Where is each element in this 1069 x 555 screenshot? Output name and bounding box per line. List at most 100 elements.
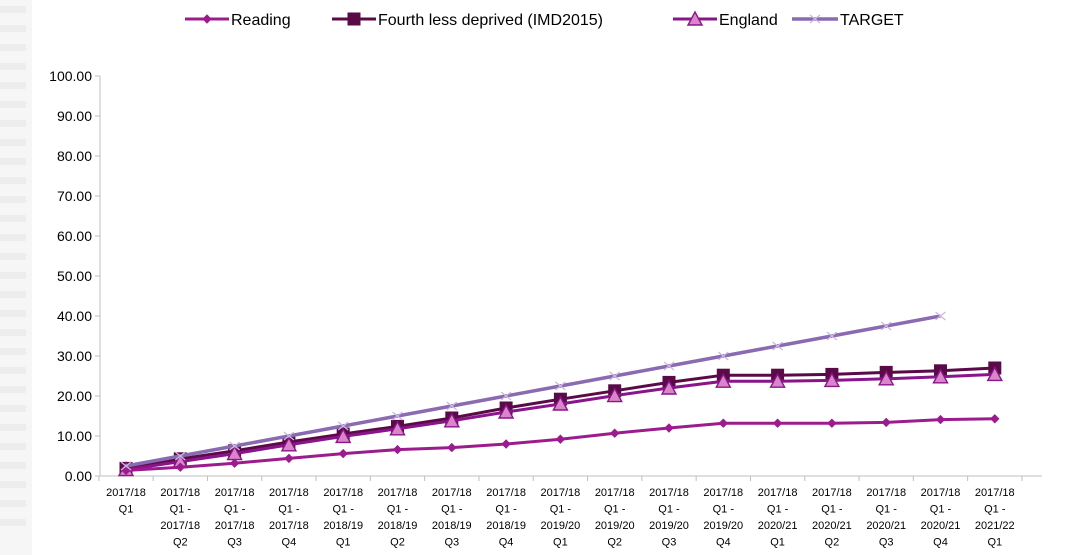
x-tick-label: 2017/18 Q1 -2017/18 Q4	[269, 487, 309, 549]
data-point	[715, 372, 732, 388]
data-point	[990, 414, 1000, 424]
legend-item: England	[673, 10, 778, 29]
legend-marker	[347, 12, 361, 26]
data-point	[718, 418, 729, 428]
series-england	[117, 365, 1003, 477]
y-tick-label: 30.00	[57, 348, 92, 364]
data-point	[664, 423, 674, 433]
left-strip-bar	[0, 120, 26, 127]
left-strip-bar	[0, 234, 26, 241]
x-tick-label: 2017/18 Q1 -2019/20 Q1	[541, 487, 581, 549]
left-strip-bar	[0, 481, 26, 488]
legend-label: Reading	[231, 12, 291, 29]
left-strip-bar	[0, 405, 26, 412]
left-strip-bar	[0, 348, 26, 355]
data-point	[609, 371, 621, 381]
left-strip-bar	[0, 82, 26, 89]
x-tick-label: 2017/18 Q1 -2021/22 Q1	[975, 487, 1015, 549]
x-tick-label: 2017/18 Q1 -2018/19 Q2	[378, 487, 418, 549]
left-strip-bar	[0, 462, 26, 469]
x-tick-label: 2017/18 Q1 -2018/19 Q4	[486, 487, 526, 549]
data-point	[447, 442, 457, 453]
left-strip-bar	[0, 386, 26, 393]
data-point	[389, 420, 406, 436]
left-strip-bar	[0, 443, 26, 450]
data-point	[443, 412, 460, 428]
x-tick-label: 2017/18 Q1 -2020/21 Q1	[758, 487, 798, 549]
y-tick-label: 40.00	[57, 308, 92, 324]
left-strip-bar	[0, 158, 26, 165]
data-point	[283, 431, 295, 441]
legend-marker	[686, 10, 704, 26]
data-point	[878, 370, 895, 386]
data-point	[935, 414, 946, 425]
data-point	[335, 427, 352, 444]
left-strip-bar	[0, 500, 26, 507]
left-strip-bar	[0, 519, 26, 526]
data-point	[880, 321, 892, 331]
y-tick-label: 10.00	[57, 428, 92, 444]
y-tick-label: 50.00	[57, 268, 92, 284]
data-point	[823, 371, 841, 388]
left-strip-bar	[0, 25, 26, 32]
y-tick-label: 80.00	[57, 148, 92, 164]
plot-area	[117, 311, 1003, 477]
data-point	[229, 441, 241, 451]
y-tick-label: 0.00	[65, 468, 92, 484]
y-tick-label: 20.00	[57, 388, 92, 404]
data-point	[609, 428, 620, 438]
left-strip-bar	[0, 215, 26, 222]
data-point	[337, 421, 349, 431]
data-point	[554, 381, 566, 391]
data-point	[175, 462, 186, 472]
left-strip-bar	[0, 253, 26, 260]
data-point	[986, 365, 1003, 382]
legend-item: Reading	[185, 12, 291, 29]
data-point	[660, 379, 678, 395]
axes: 0.00 10.00 20.00 30.00 40.00 50.00 60.00 70.00 8…	[49, 68, 1042, 549]
data-point	[500, 391, 512, 401]
x-tick-label: 2017/18 Q1 -2019/20 Q2	[595, 487, 635, 549]
left-decorative-strip	[0, 0, 32, 555]
x-tick-label: 2017/18 Q1 -2020/21 Q3	[866, 487, 906, 549]
x-tick-label: 2017/18 Q1 -2019/20 Q3	[649, 487, 689, 549]
x-tick-label: 2017/18 Q1 -2020/21 Q2	[812, 487, 852, 549]
x-tick-label: 2017/18 Q1 -2019/20 Q4	[703, 487, 743, 549]
y-tick-label: 70.00	[57, 188, 92, 204]
data-point	[827, 418, 837, 428]
data-point	[497, 403, 515, 419]
left-strip-bar	[0, 291, 26, 298]
legend-label: TARGET	[840, 12, 904, 29]
x-tick-label: 2017/18 Q1	[106, 487, 146, 516]
left-strip-bar	[0, 329, 26, 336]
y-tick-label: 60.00	[57, 228, 92, 244]
legend-label: England	[719, 12, 778, 29]
x-tick-label: 2017/18 Q1 -2018/19 Q3	[432, 487, 472, 549]
left-strip-bar	[0, 139, 26, 146]
left-strip-bar	[0, 44, 26, 51]
data-point	[772, 341, 784, 351]
left-strip-bar	[0, 6, 26, 13]
data-point	[120, 461, 132, 471]
data-point	[826, 331, 838, 341]
data-point	[446, 401, 458, 411]
left-strip-bar	[0, 272, 26, 279]
data-point	[280, 436, 298, 452]
legend-marker	[809, 14, 821, 24]
x-tick-label: 2017/18 Q1 -2017/18 Q2	[160, 487, 200, 549]
x-tick-label: 2017/18 Q1 -2020/21 Q4	[921, 487, 961, 549]
series-line	[125, 314, 941, 468]
data-point	[769, 372, 786, 388]
data-point	[772, 418, 783, 428]
series-target	[120, 311, 946, 471]
left-strip-bar	[0, 101, 26, 108]
x-tick-label: 2017/18 Q1 -2017/18 Q3	[215, 487, 255, 549]
data-point	[501, 439, 511, 449]
left-strip-bar	[0, 63, 26, 70]
data-point	[392, 444, 403, 455]
series-reading	[121, 414, 1000, 476]
legend-item: Fourth less deprived (IMD2015)	[332, 12, 603, 29]
data-point	[229, 458, 240, 468]
legend-marker	[202, 14, 212, 24]
